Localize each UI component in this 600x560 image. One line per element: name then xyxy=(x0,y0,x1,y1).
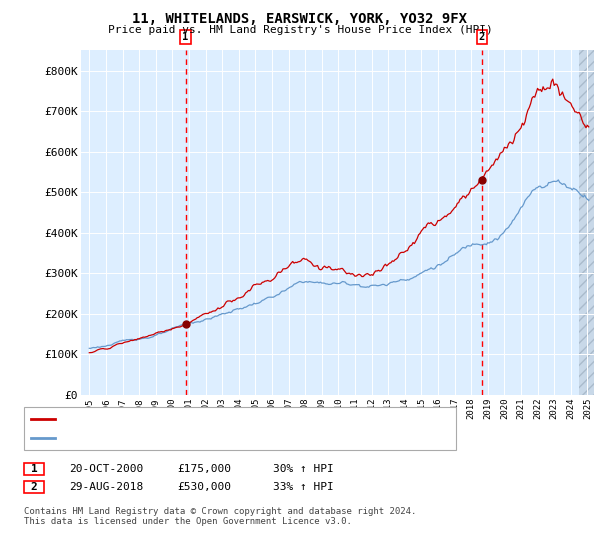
Text: 11, WHITELANDS, EARSWICK, YORK, YO32 9FX (detached house): 11, WHITELANDS, EARSWICK, YORK, YO32 9FX… xyxy=(59,414,415,423)
Text: 30% ↑ HPI: 30% ↑ HPI xyxy=(273,464,334,474)
Text: HPI: Average price, detached house, York: HPI: Average price, detached house, York xyxy=(59,433,309,442)
Text: Contains HM Land Registry data © Crown copyright and database right 2024.
This d: Contains HM Land Registry data © Crown c… xyxy=(24,507,416,526)
Text: 2: 2 xyxy=(31,482,37,492)
Text: £175,000: £175,000 xyxy=(177,464,231,474)
Text: 2: 2 xyxy=(479,32,485,42)
Text: 1: 1 xyxy=(31,464,37,474)
Text: 1: 1 xyxy=(182,32,189,42)
Text: £530,000: £530,000 xyxy=(177,482,231,492)
Text: 11, WHITELANDS, EARSWICK, YORK, YO32 9FX: 11, WHITELANDS, EARSWICK, YORK, YO32 9FX xyxy=(133,12,467,26)
Text: 20-OCT-2000: 20-OCT-2000 xyxy=(69,464,143,474)
Text: 33% ↑ HPI: 33% ↑ HPI xyxy=(273,482,334,492)
Text: 29-AUG-2018: 29-AUG-2018 xyxy=(69,482,143,492)
Text: Price paid vs. HM Land Registry's House Price Index (HPI): Price paid vs. HM Land Registry's House … xyxy=(107,25,493,35)
Bar xyxy=(579,50,594,395)
